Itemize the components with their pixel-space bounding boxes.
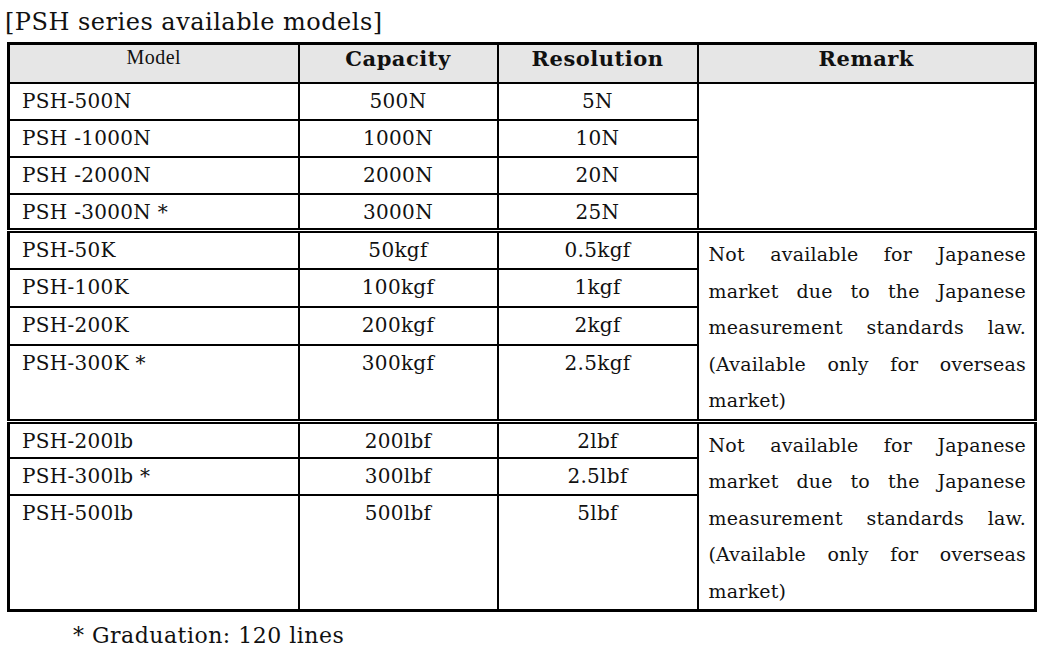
model-cell: PSH-300K *	[9, 345, 299, 421]
model-cell: PSH -1000N	[9, 120, 299, 157]
model-cell: PSH-200K	[9, 307, 299, 345]
model-cell: PSH-500lb	[9, 495, 299, 610]
resolution-cell: 10N	[498, 120, 698, 157]
model-cell: PSH-300lb *	[9, 458, 299, 495]
resolution-cell: 2kgf	[498, 307, 698, 345]
table-row: PSH-200lb 200lbf 2lbf Not available for …	[9, 421, 1036, 458]
capacity-cell: 200kgf	[299, 307, 498, 345]
capacity-cell: 1000N	[299, 120, 498, 157]
remark-cell-k-section: Not available for Japanese market due to…	[698, 231, 1036, 422]
model-cell: PSH -2000N	[9, 157, 299, 194]
capacity-cell: 3000N	[299, 194, 498, 231]
column-header-capacity: Capacity	[299, 44, 498, 83]
column-header-resolution: Resolution	[498, 44, 698, 83]
remark-cell-lb-section: Not available for Japanese market due to…	[698, 421, 1036, 611]
capacity-cell: 500N	[299, 83, 498, 120]
page: [PSH series available models] Model Capa…	[0, 0, 1050, 656]
resolution-cell: 0.5kgf	[498, 231, 698, 269]
model-cell: PSH-50K	[9, 231, 299, 269]
resolution-cell: 2lbf	[498, 421, 698, 458]
capacity-cell: 100kgf	[299, 269, 498, 307]
capacity-cell: 2000N	[299, 157, 498, 194]
column-header-model: Model	[9, 44, 299, 83]
capacity-cell: 50kgf	[299, 231, 498, 269]
remark-cell-n-section	[698, 83, 1036, 231]
resolution-cell: 5lbf	[498, 495, 698, 610]
resolution-cell: 20N	[498, 157, 698, 194]
resolution-cell: 1kgf	[498, 269, 698, 307]
capacity-cell: 200lbf	[299, 421, 498, 458]
model-cell: PSH -3000N *	[9, 194, 299, 231]
header-row: Model Capacity Resolution Remark	[9, 44, 1036, 83]
capacity-cell: 300kgf	[299, 345, 498, 421]
capacity-cell: 500lbf	[299, 495, 498, 610]
model-cell: PSH-200lb	[9, 421, 299, 458]
resolution-cell: 5N	[498, 83, 698, 120]
models-table: Model Capacity Resolution Remark PSH-500…	[7, 42, 1037, 612]
model-cell: PSH-500N	[9, 83, 299, 120]
model-cell: PSH-100K	[9, 269, 299, 307]
column-header-remark: Remark	[698, 44, 1036, 83]
table-row: PSH-50K 50kgf 0.5kgf Not available for J…	[9, 231, 1036, 269]
capacity-cell: 300lbf	[299, 458, 498, 495]
resolution-cell: 25N	[498, 194, 698, 231]
resolution-cell: 2.5kgf	[498, 345, 698, 421]
resolution-cell: 2.5lbf	[498, 458, 698, 495]
footnote: * Graduation: 120 lines	[73, 623, 1050, 648]
table-row: PSH-500N 500N 5N	[9, 83, 1036, 120]
page-title: [PSH series available models]	[5, 8, 1050, 36]
